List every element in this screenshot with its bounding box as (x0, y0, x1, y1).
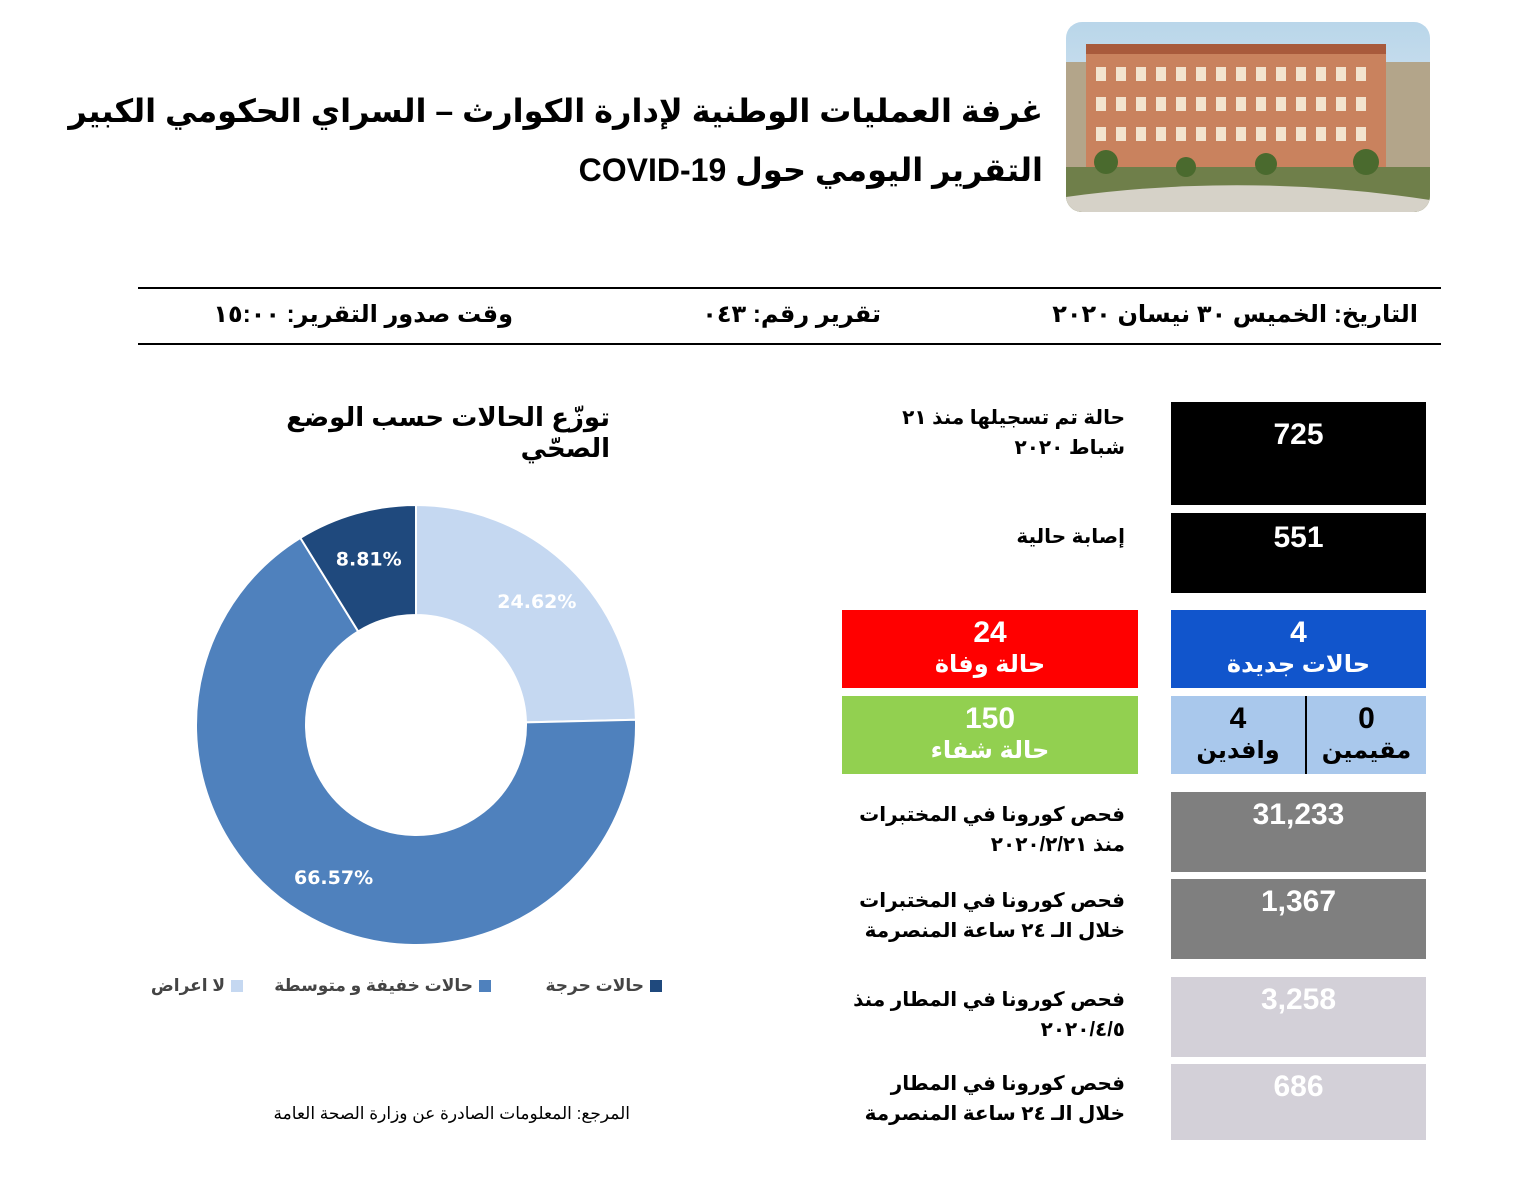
report-date: التاريخ: الخميس ٣٠ نيسان ٢٠٢٠ (1052, 301, 1418, 328)
recovered-box: 150 حالة شفاء (842, 696, 1138, 774)
deaths-label: حالة وفاة (934, 651, 1046, 678)
residents-value: 0 (1358, 702, 1375, 735)
legend-swatch-mild (479, 980, 491, 992)
airport-tests-total-box: 3,258 (1171, 977, 1426, 1057)
airport-tests-total-label: فحص كورونا في المطار منذ ٢٠٢٠/٤/٥ (853, 989, 1125, 1041)
donut-slice-critical (298, 503, 417, 633)
airport-tests-total-value: 3,258 (1260, 983, 1337, 1016)
chart-title: توزّع الحالات حسب الوضع الصحّي (286, 402, 610, 463)
report-number: تقرير رقم: ٠٤٣ (702, 301, 881, 328)
lab-tests-total-value: 31,233 (1252, 798, 1345, 831)
residents-cell: 0 مقيمين (1307, 696, 1426, 774)
new-cases-label: حالات جديدة (1226, 651, 1371, 678)
active-cases-value: 551 (1273, 521, 1324, 554)
residents-arrivals-box: 4 وافدين 0 مقيمين (1171, 696, 1426, 774)
active-cases-box: 551 (1171, 513, 1426, 593)
donut-slice-asymptomatic (415, 503, 637, 724)
report-title: غرفة العمليات الوطنية لإدارة الكوارث – ا… (68, 93, 1043, 129)
lab-tests-total-label: فحص كورونا في المختبرات منذ ٢٠٢٠/٢/٢١ (859, 804, 1125, 856)
bottom-rule (138, 343, 1441, 345)
residents-label: مقيمين (1321, 737, 1412, 764)
donut-slice-mild (195, 536, 637, 946)
legend-item-mild: حالات خفيفة و متوسطة (274, 976, 491, 996)
new-cases-value: 4 (1290, 616, 1307, 649)
donut-label-asymptomatic: 24.62% (497, 591, 576, 613)
government-palace-photo (1066, 22, 1430, 212)
deaths-box: 24 حالة وفاة (842, 610, 1138, 688)
donut-label-critical: 8.81% (336, 549, 402, 571)
report-issue-time: وقت صدور التقرير: ١٥:٠٠ (213, 301, 513, 328)
airport-tests-24h-value: 686 (1273, 1070, 1324, 1103)
lab-tests-24h-box: 1,367 (1171, 879, 1426, 959)
deaths-value: 24 (973, 616, 1007, 649)
arrivals-label: وافدين (1196, 737, 1280, 764)
airport-tests-24h-box: 686 (1171, 1064, 1426, 1140)
legend-item-critical: حالات حرجة (546, 976, 662, 996)
legend-item-asymptomatic: لا اعراض (151, 976, 243, 996)
legend-swatch-asymptomatic (231, 980, 243, 992)
airport-tests-24h-label: فحص كورونا في المطار خلال الـ ٢٤ ساعة ال… (864, 1073, 1125, 1125)
report-subtitle: التقرير اليومي حول COVID-19 (578, 152, 1043, 188)
donut-label-mild: 66.57% (294, 867, 373, 889)
building-image-icon (1066, 22, 1430, 212)
active-cases-label: إصابة حالية (1016, 526, 1125, 548)
cell-divider (1305, 696, 1307, 774)
total-cases-box: 725 (1171, 402, 1426, 505)
legend-swatch-critical (650, 980, 662, 992)
lab-tests-total-box: 31,233 (1171, 792, 1426, 872)
recovered-label: حالة شفاء (930, 737, 1050, 764)
lab-tests-24h-label: فحص كورونا في المختبرات خلال الـ ٢٤ ساعة… (859, 890, 1125, 942)
reference-note: المرجع: المعلومات الصادرة عن وزارة الصحة… (273, 1104, 630, 1123)
top-rule (138, 287, 1441, 289)
total-cases-label: حالة تم تسجيلها منذ ٢١ شباط ٢٠٢٠ (902, 407, 1125, 459)
total-cases-value: 725 (1273, 418, 1324, 451)
donut-chart: 24.62% 66.57% 8.81% (195, 503, 637, 946)
recovered-value: 150 (964, 702, 1016, 735)
new-cases-box: 4 حالات جديدة (1171, 610, 1426, 688)
arrivals-value: 4 (1229, 702, 1247, 735)
arrivals-cell: 4 وافدين (1171, 696, 1305, 774)
lab-tests-24h-value: 1,367 (1260, 885, 1337, 918)
